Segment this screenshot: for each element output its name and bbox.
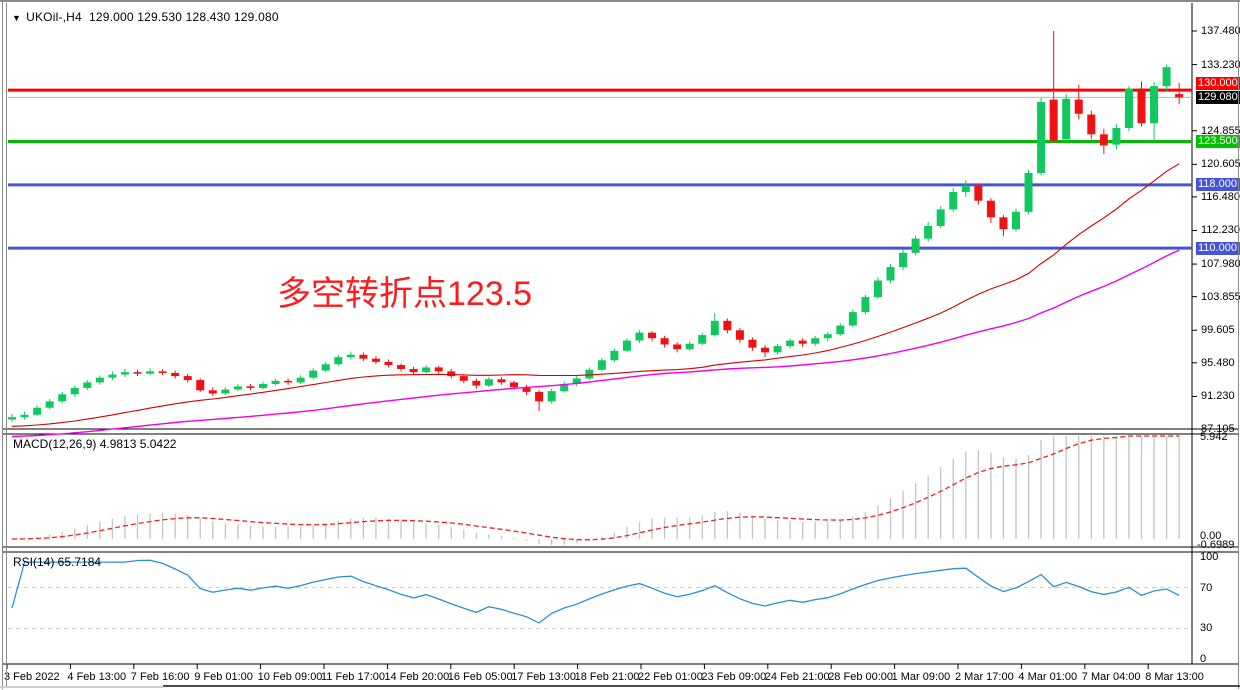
candles-layer	[8, 31, 1184, 422]
rsi-level-label: 30	[1200, 622, 1213, 635]
time-axis-label: 10 Feb 09:00	[257, 671, 323, 683]
price-tick-label: 133.230	[1201, 58, 1240, 71]
price-tick-label: 120.605	[1201, 158, 1240, 171]
time-axis-label: 7 Mar 04:00	[1081, 671, 1141, 683]
price-tick-label: 124.855	[1201, 124, 1240, 137]
time-axis-label: 2 Mar 17:00	[955, 671, 1014, 683]
macd-zero-label: 0.00	[1200, 530, 1222, 542]
price-level-badge-130: 130.000	[1196, 77, 1240, 90]
price-tick-label: 95.480	[1201, 356, 1235, 369]
rsi-indicator-label: RSI(14) 65.7184	[13, 555, 102, 569]
time-axis-label: 11 Feb 17:00	[321, 671, 386, 683]
price-tick-label: 99.605	[1201, 324, 1235, 337]
macd-indicator-label: MACD(12,26,9) 4.9813 5.0422	[13, 437, 177, 451]
price-tick-label: 103.855	[1201, 290, 1240, 303]
window-bottom-border-light	[0, 686, 163, 688]
macd-min-label: -0.6989	[1197, 539, 1235, 551]
time-axis-label: 8 Mar 13:00	[1145, 671, 1204, 683]
pane-left-border	[6, 3, 7, 686]
symbol-dropdown-arrow[interactable]: ▼	[12, 13, 22, 23]
time-axis-label: 23 Feb 09:00	[701, 671, 767, 683]
time-axis-label: 14 Feb 20:00	[384, 671, 450, 683]
price-tick-label: 87.105	[1201, 423, 1235, 435]
price-tick-label: 116.480	[1201, 190, 1240, 203]
window-bottom-border-dark	[163, 685, 1240, 687]
window-left-border	[2, 1, 3, 689]
price-tick-label: 107.980	[1201, 258, 1240, 271]
price-level-badge-110: 110.000	[1196, 242, 1240, 255]
ohlc-quotes-label: 129.000 129.530 128.430 129.080	[89, 10, 279, 24]
time-axis-label: 16 Feb 05:00	[447, 671, 513, 683]
macd-max-label: 5.942	[1200, 431, 1228, 443]
rsi-line	[11, 559, 1180, 624]
time-axis-label: 17 Feb 13:00	[511, 671, 577, 683]
time-axis-label: 24 Feb 21:00	[764, 671, 830, 683]
time-axis-label: 4 Feb 13:00	[67, 671, 127, 683]
time-axis-label: 7 Feb 16:00	[130, 671, 190, 683]
rsi-level-label: 0	[1200, 653, 1207, 665]
price-tick-label: 112.230	[1201, 224, 1240, 237]
macd-signal-line	[11, 435, 1180, 541]
ma-slow-line	[11, 249, 1180, 438]
macd-histogram	[23, 436, 1180, 546]
price-level-badge-123-5: 123.500	[1196, 135, 1240, 148]
current-price-badge: 129.080	[1196, 91, 1240, 104]
ma-fast-line	[11, 163, 1180, 427]
price-level-badge-118: 118.000	[1196, 178, 1240, 191]
time-axis-label: 22 Feb 01:00	[638, 671, 703, 683]
time-axis-label: 3 Feb 2022	[4, 671, 60, 683]
time-axis-label: 4 Mar 01:00	[1018, 671, 1078, 683]
time-axis-label: 9 Feb 01:00	[194, 671, 253, 683]
window-right-border	[1238, 1, 1239, 689]
time-axis-label: 1 Mar 09:00	[891, 671, 951, 683]
rsi-level-label: 70	[1200, 581, 1213, 594]
price-tick-label: 91.230	[1201, 390, 1235, 403]
chart-annotation-text: 多空转折点123.5	[277, 275, 533, 313]
rsi-level-label: 100	[1200, 551, 1219, 563]
time-axis-label: 18 Feb 21:00	[574, 671, 640, 683]
chart-title: ▼ UKOil-,H4 129.000 129.530 128.430 129.0…	[12, 10, 279, 24]
window-top-border	[0, 0, 1240, 2]
price-tick-label: 137.480	[1201, 25, 1240, 37]
time-axis-label: 28 Feb 00:00	[828, 671, 894, 683]
symbol-timeframe-label: UKOil-,H4	[26, 10, 82, 24]
